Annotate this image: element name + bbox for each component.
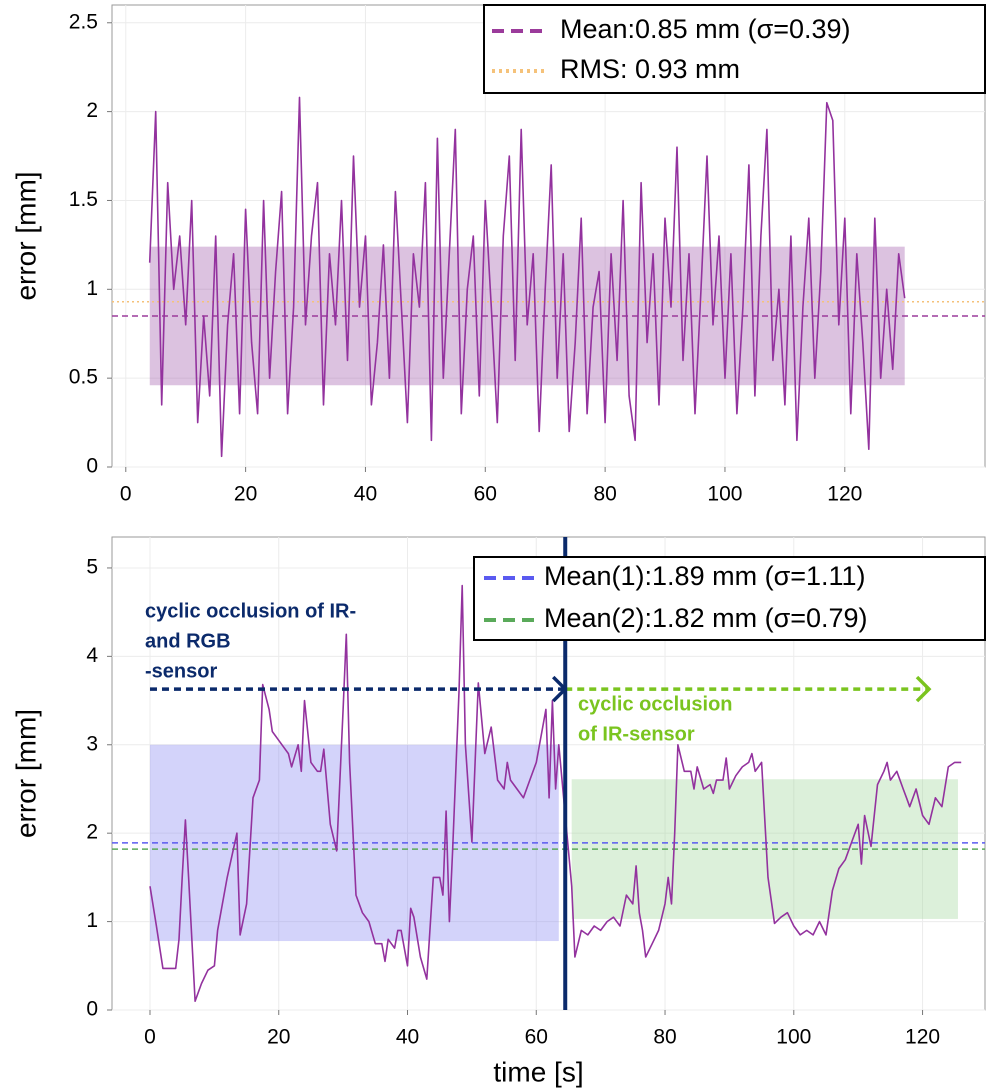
y-tick-label: 0 — [86, 455, 98, 478]
annotation: cyclic occlusion of IR- — [145, 600, 356, 622]
annotation: cyclic occlusion — [578, 693, 733, 715]
y-tick-label: 2 — [86, 99, 98, 122]
legend-box — [473, 556, 986, 641]
y-tick-label: 0 — [86, 998, 98, 1021]
y-axis-label: error [mm] — [10, 709, 41, 838]
y-tick-label: 3 — [86, 732, 98, 755]
x-tick-label: 20 — [234, 483, 257, 506]
y-tick-label: 1 — [86, 277, 98, 300]
arrow-head — [915, 675, 932, 703]
y-tick-label: 1.5 — [69, 188, 98, 211]
x-tick-label: 20 — [267, 1026, 290, 1049]
x-tick-label: 40 — [354, 483, 377, 506]
y-tick-label: 1 — [86, 909, 98, 932]
x-axis-label: time [s] — [493, 1056, 583, 1087]
x-tick-label: 80 — [593, 483, 616, 506]
legend-label: Mean:0.85 mm (σ=0.39) — [560, 14, 851, 44]
y-tick-label: 0.5 — [69, 366, 98, 389]
x-tick-label: 100 — [776, 1026, 811, 1049]
x-tick-label: 60 — [474, 483, 497, 506]
legend-label: Mean(1):1.89 mm (σ=1.11) — [544, 561, 866, 591]
y-tick-label: 5 — [86, 555, 98, 578]
data-line — [148, 96, 906, 458]
data-line — [149, 584, 962, 1002]
x-tick-label: 120 — [827, 483, 862, 506]
y-axis-label: error [mm] — [10, 171, 41, 300]
y-tick-label: 4 — [86, 644, 98, 667]
annotation: and RGB — [145, 630, 231, 652]
x-tick-label: 100 — [707, 483, 742, 506]
x-tick-label: 40 — [396, 1026, 419, 1049]
y-tick-label: 2 — [86, 821, 98, 844]
legend-label: Mean(2):1.82 mm (σ=0.79) — [544, 603, 868, 633]
y-tick-label: 2.5 — [69, 10, 98, 33]
annotation: -sensor — [145, 660, 217, 682]
annotation: of IR-sensor — [578, 723, 695, 745]
x-tick-label: 0 — [144, 1026, 156, 1049]
x-tick-label: 60 — [525, 1026, 548, 1049]
x-tick-label: 80 — [653, 1026, 676, 1049]
x-tick-label: 0 — [120, 483, 132, 506]
legend-label: RMS: 0.93 mm — [560, 54, 740, 84]
x-tick-label: 120 — [905, 1026, 940, 1049]
legend-box — [483, 4, 986, 94]
